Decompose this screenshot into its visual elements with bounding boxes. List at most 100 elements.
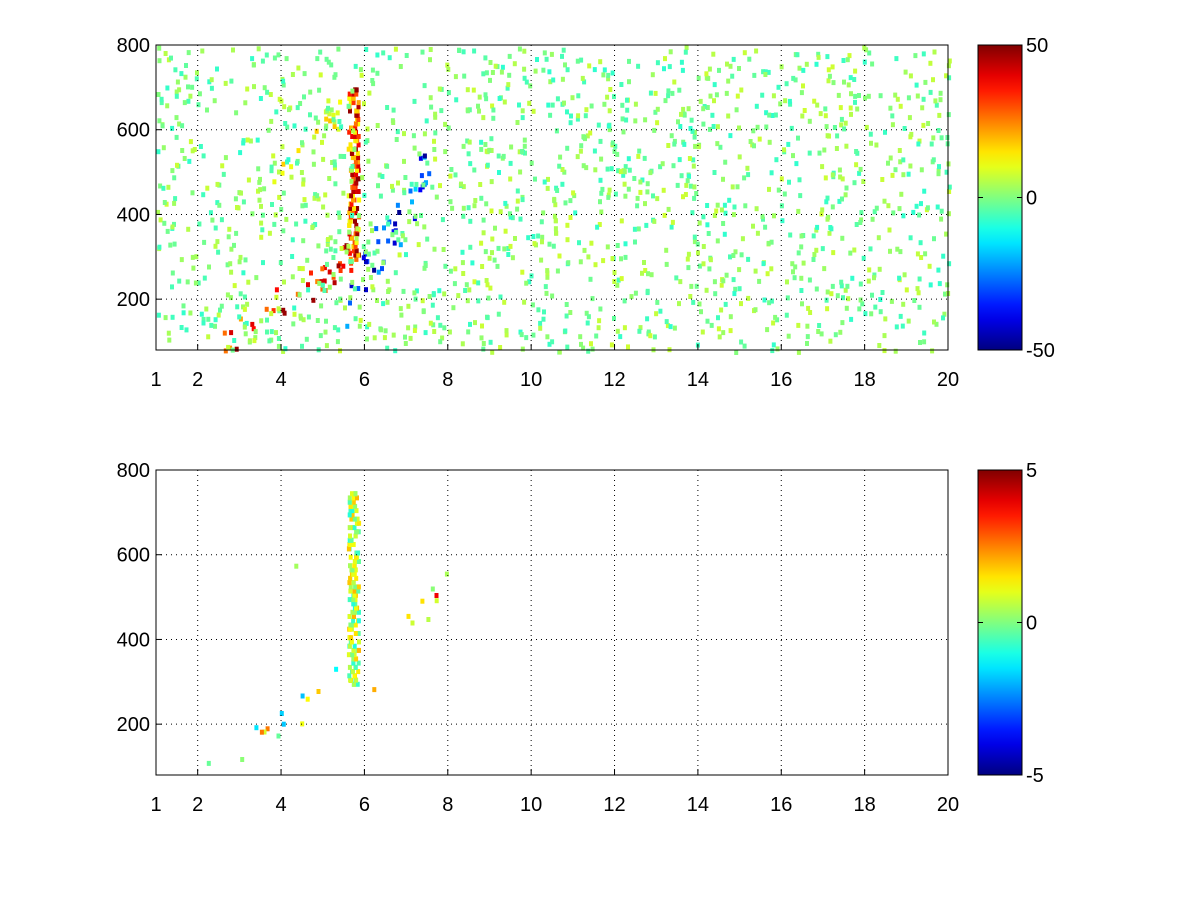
heatmap-cell <box>348 542 353 547</box>
heatmap-cell <box>347 210 352 216</box>
heatmap-cell <box>349 516 354 522</box>
heatmap-cell <box>306 282 310 288</box>
heatmap-cell <box>356 189 361 194</box>
heatmap-cell <box>412 328 417 333</box>
heatmap-cell <box>241 270 246 276</box>
heatmap-cell <box>440 217 445 223</box>
heatmap-cell <box>350 567 355 573</box>
heatmap-cell <box>248 138 253 144</box>
heatmap-cell <box>406 303 411 309</box>
heatmap-cell <box>689 117 694 123</box>
heatmap-cell <box>428 57 432 63</box>
heatmap-cell <box>632 226 637 232</box>
heatmap-cell <box>649 272 654 278</box>
heatmap-cell <box>906 95 911 101</box>
heatmap-cell <box>418 187 423 193</box>
heatmap-cell <box>259 729 264 735</box>
heatmap-cell <box>666 143 671 148</box>
heatmap-cell <box>345 323 350 329</box>
heatmap-cell <box>170 314 175 320</box>
heatmap-cell <box>303 126 308 132</box>
heatmap-cell <box>406 613 411 619</box>
heatmap-cell <box>705 318 710 324</box>
heatmap-cell <box>181 310 186 316</box>
heatmap-cell <box>853 93 858 99</box>
heatmap-cell <box>590 296 595 302</box>
heatmap-cell <box>908 163 913 169</box>
heatmap-cell <box>565 344 570 350</box>
heatmap-cell <box>413 324 418 330</box>
heatmap-cell <box>784 81 789 87</box>
heatmap-cell <box>250 56 255 62</box>
heatmap-cell <box>422 265 427 271</box>
heatmap-cell <box>352 588 357 594</box>
heatmap-cell <box>245 137 250 143</box>
heatmap-cell <box>762 297 767 303</box>
heatmap-cell <box>301 181 306 187</box>
heatmap-cell <box>438 322 443 328</box>
heatmap-cell <box>746 172 751 178</box>
heatmap-cell <box>504 203 509 209</box>
heatmap-cell <box>437 86 442 92</box>
heatmap-cell <box>697 220 702 226</box>
heatmap-cell <box>727 197 732 203</box>
heatmap-cell <box>704 287 709 293</box>
heatmap-cell <box>347 129 352 135</box>
heatmap-cell <box>349 235 354 241</box>
heatmap-cell <box>908 235 913 241</box>
heatmap-cell <box>700 329 705 335</box>
heatmap-cell <box>928 60 933 66</box>
heatmap-cell <box>552 213 557 219</box>
heatmap-cell <box>350 164 355 169</box>
heatmap-cell <box>633 118 638 124</box>
heatmap-cell <box>468 321 472 327</box>
heatmap-cell <box>259 203 263 209</box>
heatmap-cell <box>324 248 329 254</box>
heatmap-cell <box>503 200 508 206</box>
heatmap-cell <box>276 336 281 341</box>
heatmap-cell <box>490 349 495 355</box>
grid-lines <box>156 470 948 775</box>
heatmap-cell <box>608 87 613 92</box>
heatmap-cell <box>382 335 387 341</box>
heatmap-cell <box>270 202 274 207</box>
heatmap-cell <box>298 315 303 321</box>
x-tick-label: 18 <box>854 369 876 391</box>
heatmap-cell <box>187 158 192 164</box>
heatmap-cell <box>290 274 295 280</box>
heatmap-cell <box>584 310 589 316</box>
heatmap-cell <box>518 216 523 222</box>
heatmap-cell <box>529 160 534 166</box>
heatmap-cell <box>199 311 204 317</box>
heatmap-cell <box>350 167 354 173</box>
heatmap-cell <box>712 279 717 285</box>
heatmap-cell <box>489 208 494 214</box>
heatmap-cell <box>731 277 736 283</box>
heatmap-cell <box>510 215 515 221</box>
heatmap-cell <box>911 209 916 215</box>
x-tick-label: 1 <box>150 794 161 816</box>
heatmap-cell <box>620 102 625 108</box>
heatmap-cell <box>351 95 356 101</box>
heatmap-cell <box>563 328 568 334</box>
heatmap-cell <box>349 178 354 184</box>
heatmap-cell <box>438 339 443 345</box>
heatmap-cell <box>370 228 374 234</box>
heatmap-cell <box>843 120 848 126</box>
heatmap-cells <box>206 491 449 766</box>
heatmap-cell <box>898 159 903 165</box>
heatmap-cell <box>796 135 800 141</box>
heatmap-cell <box>588 276 593 282</box>
heatmap-cell <box>318 72 323 78</box>
heatmap-cell <box>433 156 438 162</box>
heatmap-cell <box>450 205 455 211</box>
heatmap-cell <box>201 153 206 159</box>
heatmap-cell <box>579 57 584 63</box>
heatmap-cell <box>698 98 703 104</box>
heatmap-cell <box>326 59 331 65</box>
heatmap-cell <box>156 92 161 97</box>
heatmap-cell <box>312 134 317 140</box>
heatmap-cell <box>652 334 657 340</box>
heatmap-cell <box>670 90 675 96</box>
heatmap-cell <box>268 92 273 97</box>
